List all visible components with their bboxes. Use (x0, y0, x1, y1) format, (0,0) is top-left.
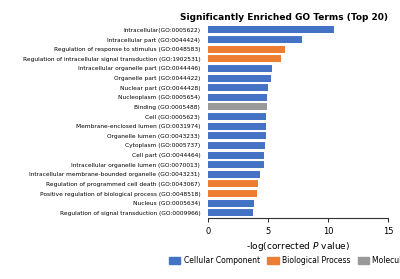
Bar (208, 94, 267, 101)
Bar (208, 65, 272, 72)
Bar (208, 142, 265, 149)
Bar (208, 113, 266, 120)
Text: Significantly Enriched GO Terms (Top 20): Significantly Enriched GO Terms (Top 20) (180, 13, 388, 21)
Bar (208, 27, 334, 33)
Bar (208, 104, 267, 110)
Bar (208, 74, 271, 81)
Legend: Cellular Component, Biological Process, Molecular Function: Cellular Component, Biological Process, … (169, 256, 400, 265)
Bar (208, 36, 302, 43)
Bar (208, 55, 281, 62)
Bar (208, 84, 268, 91)
Bar (208, 46, 285, 53)
Bar (208, 123, 266, 130)
X-axis label: -log(corrected $\it{P}$ value): -log(corrected $\it{P}$ value) (246, 240, 350, 253)
Bar (208, 151, 264, 158)
Bar (208, 181, 258, 187)
Bar (208, 190, 257, 197)
Bar (208, 209, 253, 216)
Bar (208, 171, 260, 178)
Bar (208, 161, 264, 168)
Bar (208, 132, 266, 139)
Bar (208, 200, 254, 207)
